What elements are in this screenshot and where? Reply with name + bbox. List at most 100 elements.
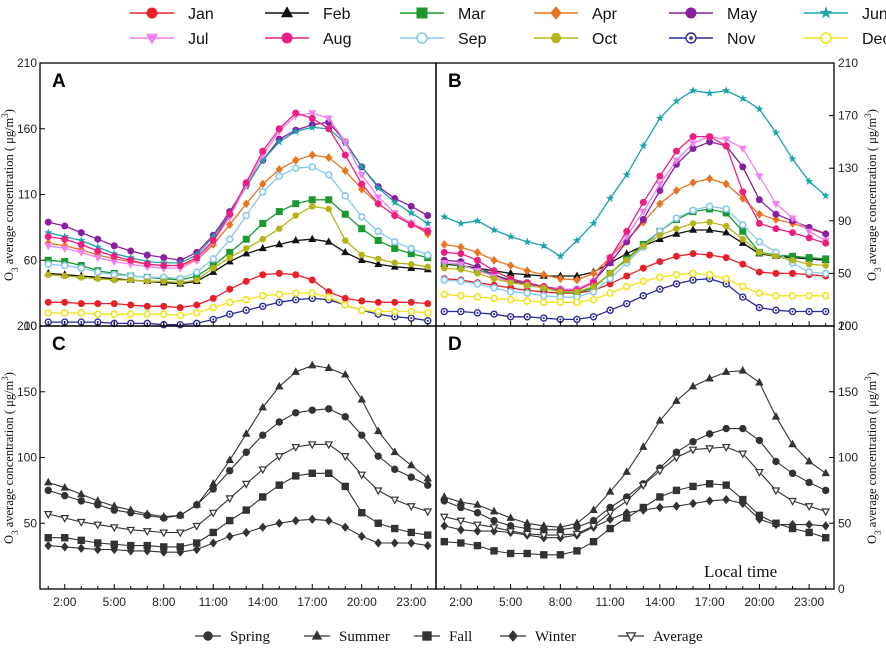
y-tick-label: 210 [838, 56, 858, 70]
data-point [672, 96, 681, 105]
data-point [341, 247, 350, 256]
data-point [638, 482, 648, 491]
series-line [48, 364, 429, 518]
data-point [440, 265, 448, 272]
data-point [589, 313, 598, 321]
data-point [292, 155, 300, 165]
data-point [258, 522, 267, 532]
data-point [722, 222, 730, 230]
data-point [739, 194, 747, 203]
series-b-jun [440, 86, 830, 260]
legend-label-jul: Jul [188, 31, 208, 48]
y-tick-label: 50 [838, 516, 852, 530]
data-point [606, 503, 614, 512]
data-point [308, 294, 316, 303]
data-point [821, 468, 830, 477]
legend-marker-aug [281, 32, 293, 44]
data-point [606, 289, 614, 297]
data-point [522, 530, 532, 539]
data-point [556, 288, 564, 295]
data-point [407, 244, 416, 253]
series-b-nov [440, 274, 830, 324]
data-point [390, 496, 400, 505]
data-point [506, 295, 515, 304]
data-point [672, 448, 681, 456]
y-tick-label: 60 [24, 253, 38, 267]
data-point [292, 200, 300, 208]
data-point [109, 524, 119, 533]
legend-label-summer: Summer [339, 629, 390, 645]
data-point [127, 256, 135, 264]
data-point [738, 282, 747, 291]
data-point [60, 261, 69, 270]
data-point [292, 296, 300, 304]
data-point [722, 205, 731, 213]
series-c-winter [44, 514, 432, 557]
data-point [705, 480, 714, 488]
data-point [274, 453, 284, 462]
y-tick-label: 50 [838, 266, 852, 280]
data-point [523, 313, 531, 321]
data-point [357, 255, 366, 263]
series-line [444, 178, 826, 281]
data-point [160, 278, 168, 285]
data-point [241, 480, 251, 489]
data-point [822, 230, 830, 238]
data-point [672, 157, 681, 165]
data-point [622, 467, 631, 475]
data-point [572, 518, 582, 527]
data-point [656, 232, 664, 239]
data-point [688, 86, 698, 95]
data-point [341, 522, 350, 532]
legend-label-may: May [727, 6, 757, 23]
data-point [672, 454, 681, 463]
data-point [44, 309, 53, 317]
data-point [94, 275, 102, 282]
data-point [788, 469, 797, 477]
data-point [822, 239, 830, 247]
data-point [705, 202, 714, 211]
data-point [324, 237, 333, 245]
data-point [473, 216, 482, 225]
data-point [672, 214, 681, 222]
data-point [275, 172, 284, 180]
data-point [722, 481, 730, 489]
data-point [341, 294, 349, 302]
data-point [275, 125, 283, 133]
data-point [771, 128, 781, 137]
y-tick-label: 210 [17, 56, 37, 70]
data-point [259, 493, 267, 501]
series-line [444, 253, 826, 294]
data-point [308, 123, 317, 131]
data-point [275, 239, 284, 248]
data-point [506, 261, 515, 270]
data-point [390, 307, 399, 316]
data-point [490, 310, 498, 318]
data-point [507, 279, 515, 286]
series-line [48, 199, 428, 281]
data-point [424, 531, 432, 539]
data-point [822, 255, 830, 263]
data-point [821, 521, 830, 531]
data-point [672, 280, 681, 288]
data-point [639, 442, 648, 450]
data-point [822, 534, 830, 542]
data-point [374, 200, 382, 208]
legend-label-fall: Fall [449, 629, 472, 645]
data-point [325, 405, 333, 413]
data-point [292, 271, 300, 279]
data-point [94, 247, 102, 255]
y-tick-label: 10 [838, 319, 852, 333]
data-point [44, 271, 52, 278]
data-point [423, 309, 432, 317]
data-point [705, 445, 715, 454]
data-point [572, 530, 582, 539]
y-axis-labels: O3 average concentration ( μg/m3) O3 aver… [0, 109, 883, 544]
series-b-jul [440, 133, 830, 294]
y-tick-label: 150 [838, 385, 858, 399]
data-point [325, 196, 333, 204]
data-point [506, 513, 515, 521]
data-point [126, 526, 136, 535]
legend-marker-jan [146, 7, 158, 19]
data-point [93, 310, 102, 318]
